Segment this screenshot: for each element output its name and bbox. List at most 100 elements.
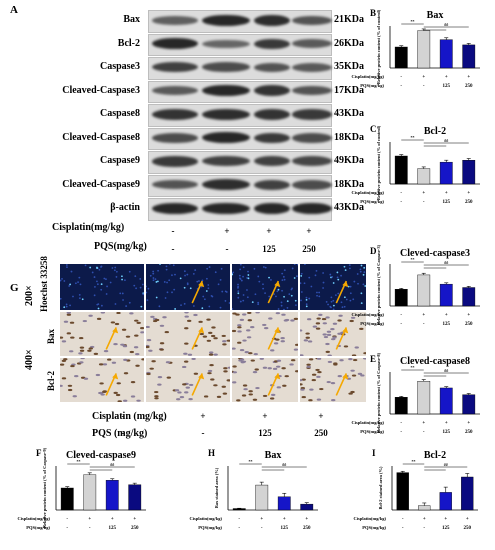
cell-nucleus xyxy=(306,365,311,368)
bar xyxy=(462,287,476,307)
cell-nucleus xyxy=(184,312,189,314)
cell-nucleus xyxy=(226,379,230,382)
cell-nucleus xyxy=(305,332,310,335)
cell-nucleus xyxy=(322,287,324,289)
cell-nucleus xyxy=(129,312,134,315)
cell-nucleus xyxy=(343,305,346,308)
cell-nucleus xyxy=(114,322,120,326)
cell-nucleus xyxy=(235,313,240,316)
cell-nucleus xyxy=(165,268,168,271)
cell-nucleus xyxy=(63,280,66,282)
hoechst-image xyxy=(146,264,230,310)
sig-mark: ** xyxy=(77,459,81,464)
chart-pqs-mark: 250 xyxy=(131,526,139,531)
cell-nucleus xyxy=(350,316,356,319)
cell-nucleus xyxy=(315,368,320,372)
chart-cisplatin-label: Cisplatin(mg/kg) xyxy=(189,516,222,521)
bar xyxy=(417,381,431,415)
cell-nucleus xyxy=(247,270,249,273)
cell-nucleus xyxy=(207,284,210,286)
chart-cisplatin-mark: + xyxy=(445,421,448,426)
cell-nucleus xyxy=(327,303,329,306)
cell-nucleus xyxy=(146,339,152,342)
cell-nucleus xyxy=(332,282,335,284)
cell-nucleus xyxy=(78,297,81,300)
cell-nucleus xyxy=(159,342,165,345)
chart-cisplatin-mark: + xyxy=(467,421,470,426)
cell-nucleus xyxy=(69,304,72,307)
cell-nucleus xyxy=(232,381,237,384)
cell-nucleus xyxy=(354,346,359,349)
cell-nucleus xyxy=(232,365,237,368)
cell-nucleus xyxy=(282,384,287,387)
cell-nucleus xyxy=(318,295,321,298)
cell-nucleus xyxy=(349,292,352,295)
cell-nucleus xyxy=(78,276,81,279)
cell-nucleus xyxy=(303,339,309,342)
cell-nucleus xyxy=(330,300,333,303)
cell-nucleus xyxy=(159,264,161,266)
chart-pqs-mark: - xyxy=(400,200,402,205)
cell-nucleus xyxy=(276,359,282,362)
cell-nucleus xyxy=(209,364,214,367)
cell-nucleus xyxy=(351,374,357,377)
cell-nucleus xyxy=(237,285,240,288)
cell-nucleus xyxy=(275,365,281,368)
cell-nucleus xyxy=(254,368,259,371)
cell-nucleus xyxy=(357,372,363,375)
cell-nucleus xyxy=(163,281,166,283)
cell-nucleus xyxy=(280,337,285,340)
cell-nucleus xyxy=(96,266,98,269)
blot-row-label: Cleaved-Caspase8 xyxy=(62,131,140,143)
cell-nucleus xyxy=(363,358,366,360)
cell-nucleus xyxy=(310,285,313,288)
cell-nucleus xyxy=(284,375,289,378)
cell-nucleus xyxy=(174,308,177,310)
chart-pqs-mark: 250 xyxy=(464,526,472,531)
cell-nucleus xyxy=(149,367,154,370)
blot-band xyxy=(254,14,290,26)
bax-ihc-image xyxy=(146,312,230,356)
blot-row-label: Cleaved-Caspase9 xyxy=(62,178,140,190)
cell-nucleus xyxy=(307,340,313,343)
blot-row-label: β-actin xyxy=(110,202,140,213)
chart-pqs-label: PQS(mg/kg) xyxy=(362,525,386,530)
cell-nucleus xyxy=(343,265,346,268)
cell-nucleus xyxy=(208,353,214,356)
cell-nucleus xyxy=(351,354,357,356)
cell-nucleus xyxy=(359,268,362,271)
cell-nucleus xyxy=(121,278,123,281)
chart-cisplatin-mark: - xyxy=(238,517,240,522)
cell-nucleus xyxy=(222,392,228,395)
cell-nucleus xyxy=(111,361,117,364)
cell-nucleus xyxy=(276,290,279,293)
cell-nucleus xyxy=(205,290,208,292)
sig-mark: ** xyxy=(411,135,415,140)
chart-ylabel: Relative protein content (% of Caspase-9… xyxy=(42,447,47,528)
blot-band xyxy=(292,202,332,214)
cell-nucleus xyxy=(115,393,121,397)
chart-pqs-mark: 125 xyxy=(443,322,451,327)
blot-row-label: Bax xyxy=(123,14,140,25)
bar xyxy=(300,503,314,511)
chart-pqs-label: PQS(mg/kg) xyxy=(360,199,384,204)
cell-nucleus xyxy=(248,352,253,355)
cell-nucleus xyxy=(221,334,226,338)
blot-band xyxy=(152,15,198,25)
cell-nucleus xyxy=(305,336,310,339)
cell-nucleus xyxy=(130,381,136,384)
blot-pqs-mark: - xyxy=(171,244,175,254)
cell-nucleus xyxy=(268,317,273,320)
bar xyxy=(439,492,452,511)
cell-nucleus xyxy=(283,295,285,298)
cell-nucleus xyxy=(252,398,258,401)
blot-row-label: Cleaved-Caspase3 xyxy=(62,84,140,96)
cell-nucleus xyxy=(117,400,122,402)
cell-nucleus xyxy=(68,285,71,287)
chart-cisplatin-mark: + xyxy=(422,313,425,318)
cell-nucleus xyxy=(275,295,277,298)
cell-nucleus xyxy=(273,293,275,296)
cell-nucleus xyxy=(242,266,245,269)
blot-kda-label: 43KDa xyxy=(334,202,364,213)
cell-nucleus xyxy=(99,382,104,385)
